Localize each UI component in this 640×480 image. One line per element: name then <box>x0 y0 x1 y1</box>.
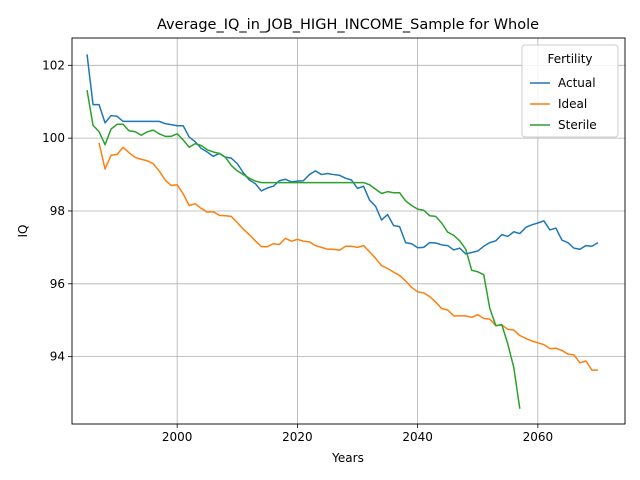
legend-title: Fertility <box>547 52 592 66</box>
legend-entries: Actual Ideal Sterile <box>530 76 597 132</box>
x-tick-label: 2040 <box>402 430 433 444</box>
y-tick-label: 100 <box>42 131 65 145</box>
y-tick-label: 94 <box>50 350 65 364</box>
series-line-ideal <box>98 142 598 371</box>
y-tick-label: 98 <box>50 204 65 218</box>
y-axis-label: IQ <box>16 225 30 238</box>
x-tick-label: 2000 <box>162 430 193 444</box>
series-line-actual <box>86 54 599 255</box>
legend-box <box>521 44 619 138</box>
chart-title: Average_IQ_in_JOB_HIGH_INCOME_Sample for… <box>157 17 539 33</box>
plot-area-frame <box>71 37 626 425</box>
y-tick-label: 102 <box>42 58 65 72</box>
y-tick-label: 96 <box>50 277 65 291</box>
legend-label-actual: Actual <box>558 76 596 90</box>
x-tick-label: 2020 <box>282 430 313 444</box>
x-tick-label: 2060 <box>523 430 554 444</box>
legend-label-sterile: Sterile <box>558 118 597 132</box>
series-line-sterile <box>86 89 521 409</box>
axis-ticks: 2000 2020 2040 2060 94 96 98 100 102 <box>42 58 553 444</box>
x-axis-label: Years <box>331 451 364 465</box>
legend: Fertility Actual Ideal Sterile <box>521 44 619 138</box>
legend-label-ideal: Ideal <box>558 97 587 111</box>
series-lines <box>86 54 599 409</box>
